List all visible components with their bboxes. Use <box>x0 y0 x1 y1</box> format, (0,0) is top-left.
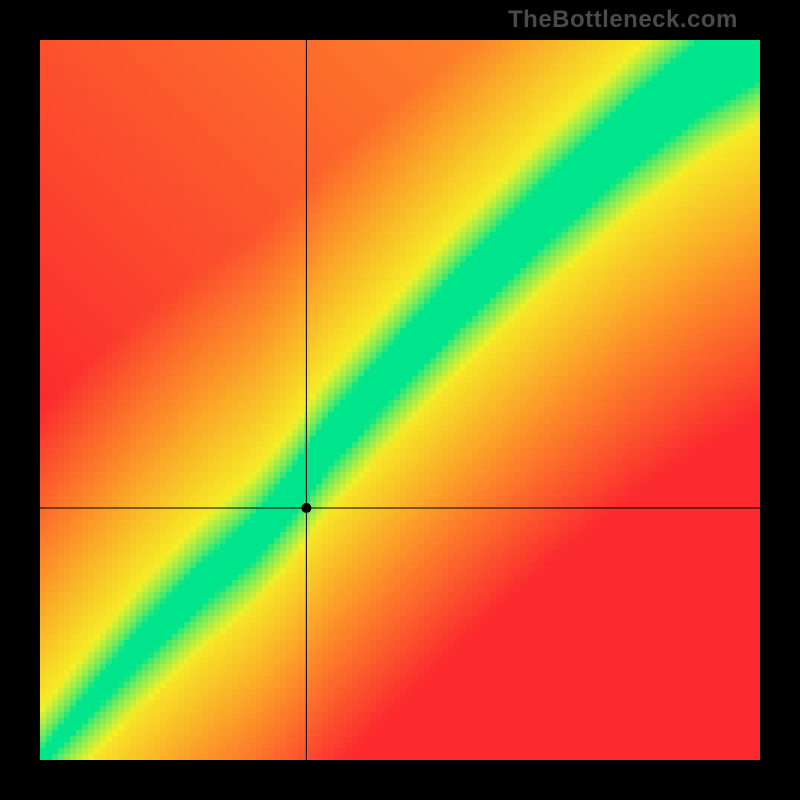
frame-bottom <box>0 760 800 800</box>
watermark-text: TheBottleneck.com <box>508 6 738 34</box>
frame-left <box>0 0 40 800</box>
bottleneck-heatmap <box>0 0 800 800</box>
frame-right <box>760 0 800 800</box>
